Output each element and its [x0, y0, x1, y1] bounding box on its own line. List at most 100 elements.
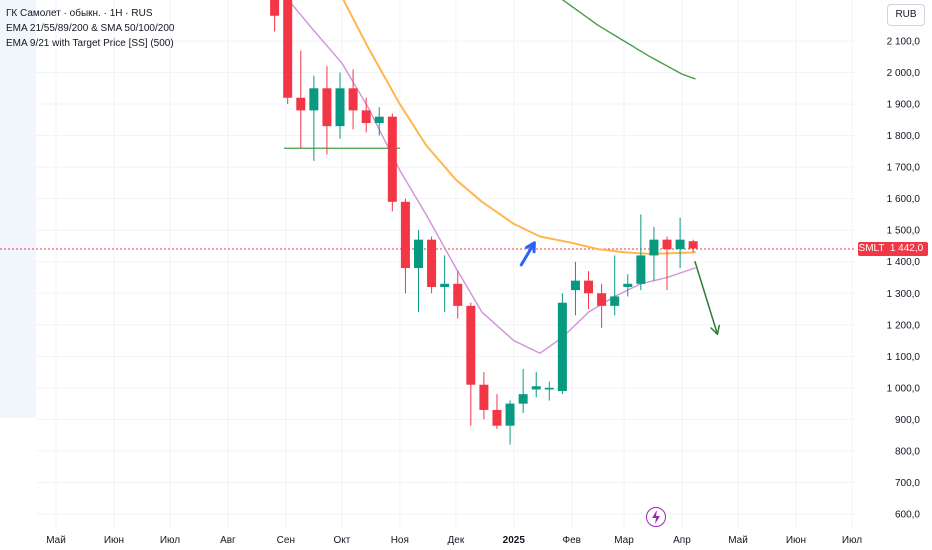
candle-body: [531, 386, 541, 390]
x-tick-label: Май: [46, 535, 66, 546]
candle: [610, 255, 620, 316]
y-tick-label: 2 100,0: [887, 37, 921, 48]
candle-body: [374, 116, 384, 123]
candle: [400, 198, 410, 294]
candle-body: [688, 241, 698, 249]
candle: [531, 372, 541, 398]
x-tick-label: Июн: [786, 535, 806, 546]
y-tick-label: 1 500,0: [887, 226, 921, 237]
price-axis[interactable]: 2 100,0 2 000,0 1 900,0 1 800,0 1 700,0 1 600…: [887, 37, 921, 521]
grid: [36, 0, 855, 528]
candle-body: [400, 201, 410, 269]
drawings: [283, 147, 721, 336]
x-tick-label: Июл: [160, 535, 180, 546]
legend-symbol[interactable]: ГК Самолет · обыкн. · 1Н · RUS: [6, 8, 153, 19]
x-tick-label: Фев: [562, 535, 580, 546]
candle-body: [584, 280, 594, 294]
candle-body: [296, 97, 306, 111]
candle: [662, 236, 672, 291]
x-tick-label: Дек: [448, 535, 465, 546]
candle: [518, 368, 528, 414]
candle: [322, 66, 332, 155]
events-bolt-icon[interactable]: [646, 507, 666, 527]
candle-body: [309, 88, 319, 111]
candle: [623, 274, 633, 297]
candle-body: [283, 0, 293, 98]
candle: [505, 400, 515, 445]
candle-body: [557, 302, 567, 392]
candle-body: [636, 255, 646, 284]
candle-body: [361, 110, 371, 123]
candle-body: [453, 283, 463, 306]
y-tick-label: 700,0: [895, 478, 920, 489]
candle: [440, 255, 450, 313]
candle: [688, 239, 698, 253]
last-price-tag: SMLT 1 442,0: [858, 242, 928, 256]
x-tick-label: 2025: [503, 535, 526, 546]
bolt-icon: [652, 510, 660, 524]
candle-body: [570, 280, 580, 291]
price-tag-value: 1 442,0: [885, 242, 928, 256]
y-tick-label: 800,0: [895, 446, 920, 457]
y-tick-label: 1 300,0: [887, 289, 921, 300]
candle-body: [335, 88, 345, 127]
candle: [374, 107, 384, 136]
price-tag-symbol: SMLT: [858, 242, 885, 256]
candle: [636, 214, 646, 291]
candle: [335, 72, 345, 139]
candle-body: [440, 283, 450, 287]
candle: [584, 271, 594, 310]
time-axis[interactable]: Май Июн Июл Авг Сен Окт Ноя Дек 2025 Фев Мар Апр Май…: [46, 535, 862, 546]
indicator-line-3: [561, 0, 696, 80]
x-tick-label: Июл: [842, 535, 862, 546]
candle-body: [610, 296, 620, 306]
indicator-lines: [287, 0, 696, 354]
candle: [296, 50, 306, 149]
candle: [309, 75, 319, 161]
candle: [492, 394, 502, 429]
x-tick-label: Мар: [614, 535, 634, 546]
candle-body: [348, 88, 358, 111]
candle: [427, 236, 437, 294]
y-tick-label: 1 800,0: [887, 131, 921, 142]
y-tick-label: 1 900,0: [887, 100, 921, 111]
candle: [570, 261, 580, 316]
currency-button[interactable]: RUB: [887, 4, 925, 26]
candle: [387, 113, 397, 212]
arrow-shaft: [519, 241, 536, 267]
candle-body: [662, 239, 672, 250]
y-tick-label: 1 100,0: [887, 352, 921, 363]
candle-body: [649, 239, 659, 256]
candle: [649, 227, 659, 281]
chart-legend: ГК Самолет · обыкн. · 1Н · RUS EMA 21/55…: [6, 6, 174, 51]
candle: [348, 69, 358, 130]
candle: [453, 271, 463, 319]
candle-body: [544, 387, 554, 390]
candle-body: [387, 116, 397, 202]
candle: [466, 302, 476, 426]
candle-body: [270, 0, 280, 16]
candle: [544, 381, 554, 401]
x-tick-label: Май: [728, 535, 748, 546]
arrow-shaft: [694, 260, 719, 336]
candle-body: [479, 384, 489, 410]
candle-body: [623, 283, 633, 287]
x-tick-label: Окт: [333, 535, 350, 546]
x-tick-label: Ноя: [391, 535, 409, 546]
y-tick-label: 1 700,0: [887, 163, 921, 174]
candle-body: [505, 403, 515, 426]
y-tick-label: 1 600,0: [887, 194, 921, 205]
arrow-head: [710, 324, 721, 336]
indicator-line-1: [342, 0, 696, 255]
y-tick-label: 2 000,0: [887, 68, 921, 79]
candle-body: [322, 88, 332, 127]
x-tick-label: Сен: [277, 535, 295, 546]
legend-indicator-ema-target[interactable]: EMA 9/21 with Target Price [SS] (500): [6, 38, 174, 49]
candles: [270, 0, 698, 445]
legend-indicator-ema-sma[interactable]: EMA 21/55/89/200 & SMA 50/100/200: [6, 23, 175, 34]
candle: [283, 0, 293, 105]
y-tick-label: 1 400,0: [887, 257, 921, 268]
candle-body: [427, 239, 437, 287]
y-tick-label: 1 000,0: [887, 383, 921, 394]
